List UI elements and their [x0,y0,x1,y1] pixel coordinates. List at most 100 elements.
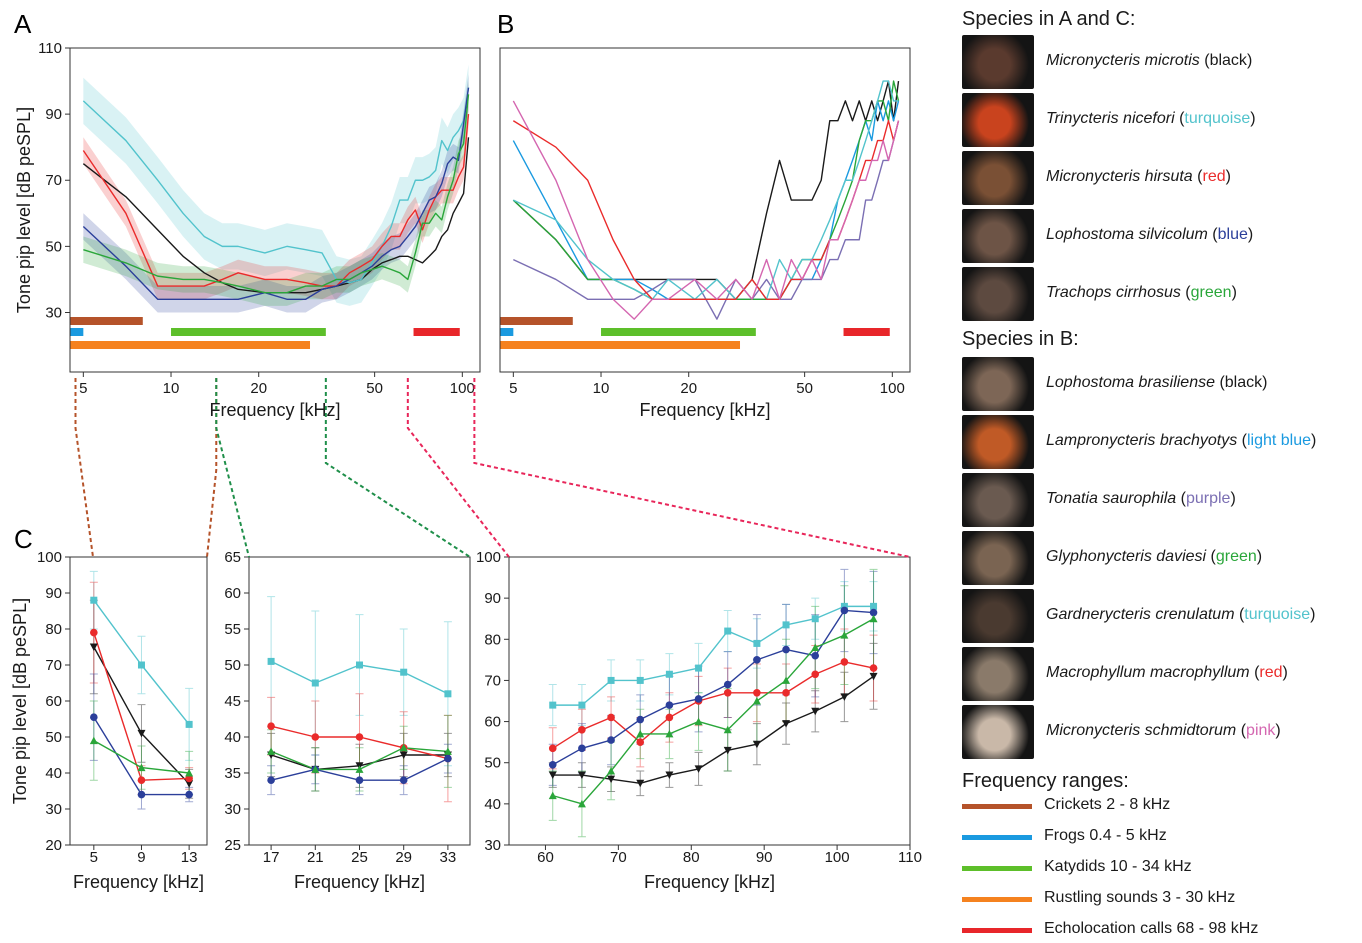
plot-frame-a [69,47,481,373]
point-turquoise-marker [549,701,557,709]
color-paren-close: ) [1225,168,1231,185]
point-blue-marker [399,776,408,784]
x-tick-label: 100 [880,380,905,397]
x-tick-label: 17 [263,849,280,866]
x-tick-label: 21 [307,849,324,866]
point-green-marker [89,736,98,745]
species-name: Lampronycteris brachyotys [1046,432,1238,449]
color-paren-close: ) [1311,432,1317,449]
bat-photo [962,589,1034,643]
legend-label: Katydids 10 - 34 kHz [1044,858,1192,875]
point-red-marker [840,658,849,666]
x-tick-label: 9 [137,849,145,866]
species-ac-heading: Species in A and C: [962,8,1136,30]
species-name: Macrophyllum macrophyllum [1046,664,1250,681]
color-paren-open: ( [1174,110,1185,127]
point-blue-marker [578,744,586,753]
species-name: Trinycteris nicefori [1046,110,1175,127]
series-line-turquoise [552,605,874,706]
species-color-word: red [1202,168,1226,185]
point-red-marker [137,776,146,784]
point-blue-marker [782,645,790,654]
x-tick-label: 90 [756,849,773,866]
legend-swatch [962,804,1032,809]
point-black-marker [752,740,761,749]
y-tick-label: 60 [484,714,501,731]
species-color-word: light blue [1246,432,1312,449]
y-tick-label: 45 [224,693,241,710]
species-name: Trachops cirrhosus [1046,284,1181,301]
series-line-red [552,661,874,749]
species-label: Micronycteris hirsuta (red) [1046,168,1231,186]
x-tick-label: 60 [537,849,554,866]
point-turquoise-marker [840,602,848,610]
color-paren-close: ) [1262,374,1268,391]
point-green-marker [752,697,761,705]
series-line-green [83,94,470,294]
point-black-marker [840,693,849,701]
y-tick-label: 20 [45,837,62,854]
point-green-marker [185,769,194,777]
species-b-heading: Species in B: [962,328,1079,350]
y-axis-title: Tone pip level [dB peSPL] [10,598,30,804]
panel-b-chart: 5 10 20 50 100 Frequency [kHz] [499,47,911,420]
point-red-marker [355,733,364,741]
plot-frame-c3 [508,556,911,846]
species-color-word: black [1209,52,1247,69]
plot-area-c3 [548,568,878,838]
series-line-green [552,618,874,805]
point-black-marker [869,672,878,681]
point-red-marker [665,713,674,722]
point-red-marker [267,722,275,730]
y-tick-label: 35 [224,765,241,782]
plot-area-b [500,80,900,349]
point-blue-marker [694,695,703,703]
point-black-marker [185,780,194,788]
series-band-turquoise [83,64,469,306]
point-turquoise-marker [444,690,452,698]
bat-photo [962,357,1034,411]
point-red-marker [90,628,98,637]
point-red-marker [782,688,790,697]
zoom-line-right [473,378,911,558]
point-turquoise-marker [185,720,193,728]
point-blue-marker [137,790,146,799]
color-paren-open: ( [1215,374,1225,391]
color-paren-close: ) [1230,490,1236,507]
frequency-ranges-heading: Frequency ranges: [962,770,1129,792]
species-label: Macrophyllum macrophyllum (red) [1046,664,1288,682]
point-green-marker [399,743,408,752]
panel-c1-chart: 5 9 13 20 30 40 50 60 70 80 90 100 Frequency [kHz] To… [10,549,208,892]
y-tick-label: 30 [45,304,62,321]
point-red-marker [578,726,586,734]
species-label: Glyphonycteris daviesi (green) [1046,548,1262,566]
x-tick-label: 100 [450,380,475,397]
species-label: Micronycteris schmidtorum (pink) [1046,722,1281,740]
point-turquoise-marker [607,676,615,684]
point-turquoise-marker [137,661,145,669]
range-bar-katydids [171,328,326,336]
color-paren-open: ( [1234,606,1245,623]
legend-swatch [962,897,1032,902]
x-axis-title: Frequency [kHz] [644,872,775,892]
y-tick-label: 90 [45,106,62,123]
color-paren-close: ) [1250,110,1256,127]
species-color-word: green [1190,284,1232,301]
species-row: Lophostoma silvicolum (blue) [962,209,1358,263]
legend-label: Echolocation calls 68 - 98 kHz [1044,920,1259,937]
frequency-range-item: Echolocation calls 68 - 98 kHz [960,917,1356,943]
zoom-connector-lines [74,378,911,558]
x-tick-label: 100 [825,849,850,866]
species-color-word: black [1224,374,1263,391]
point-green-marker [665,729,674,738]
point-green-marker [443,747,452,755]
sidebar-legend: Species in A and C: Micronycteris microt… [960,0,1360,942]
color-paren-close: ) [1275,722,1281,739]
bat-photo [962,267,1034,321]
point-blue-marker [753,656,761,664]
point-turquoise-marker [870,602,878,610]
point-black-marker [782,720,791,728]
color-paren-open: ( [1192,168,1203,185]
color-paren-close: ) [1246,52,1253,69]
point-turquoise-marker [665,670,673,678]
